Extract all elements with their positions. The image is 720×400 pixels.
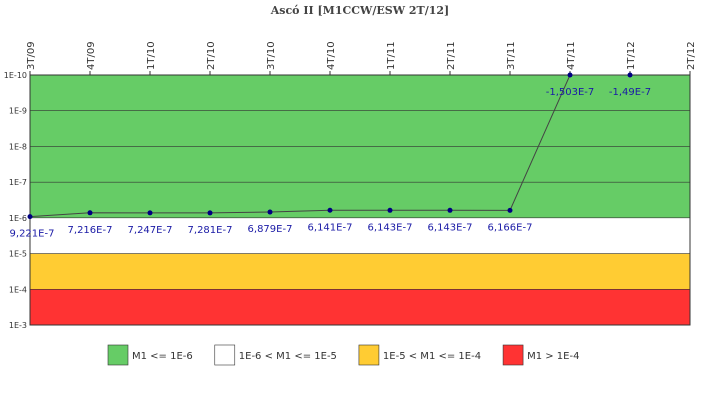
legend-label: 1E-6 < M1 <= 1E-5 [239, 351, 337, 362]
data-label: 7,216E-7 [68, 225, 113, 236]
x-tick-label: 4T/10 [326, 41, 337, 70]
chart-title: Ascó II [M1CCW/ESW 2T/12] [270, 4, 450, 17]
x-tick-label: 2T/10 [206, 41, 217, 70]
y-tick-label: 1E-9 [9, 107, 27, 116]
data-label: 6,879E-7 [248, 224, 293, 235]
data-point [627, 72, 633, 78]
data-label: 9,221E-7 [10, 229, 55, 240]
data-label: 6,141E-7 [308, 222, 353, 233]
x-tick-label: 2T/11 [446, 41, 457, 70]
data-label: 6,143E-7 [368, 222, 413, 233]
x-tick-label: 1T/10 [146, 41, 157, 70]
data-label: -1,49E-7 [609, 87, 651, 98]
data-point [327, 207, 333, 213]
data-point [567, 72, 573, 78]
y-tick-label: 1E-4 [9, 285, 27, 294]
y-tick-label: 1E-7 [9, 178, 27, 187]
legend-swatch [502, 344, 524, 366]
data-label: -1,503E-7 [546, 87, 595, 98]
data-label: 7,281E-7 [188, 225, 233, 236]
legend-label: M1 <= 1E-6 [132, 351, 193, 362]
x-tick-label: 1T/11 [386, 41, 397, 70]
data-label: 6,143E-7 [428, 222, 473, 233]
threshold-band [30, 289, 690, 325]
x-tick-label: 3T/11 [506, 41, 517, 70]
legend-swatch [358, 344, 380, 366]
legend-swatch [107, 344, 129, 366]
x-tick-label: 4T/11 [566, 41, 577, 70]
data-point [507, 207, 513, 213]
x-tick-label: 2T/12 [686, 41, 697, 70]
data-point [207, 210, 213, 216]
x-tick-label: 4T/09 [86, 41, 97, 70]
y-tick-label: 1E-3 [9, 321, 27, 330]
plot-frame [29, 74, 691, 326]
legend-label: M1 > 1E-4 [527, 351, 579, 362]
data-point [267, 209, 273, 215]
data-point [387, 207, 393, 213]
threshold-band [30, 217, 690, 254]
data-label: 6,166E-7 [488, 222, 533, 233]
x-tick-label: 3T/10 [266, 41, 277, 70]
y-tick-label: 1E-6 [9, 214, 27, 223]
y-tick-label: 1E-5 [9, 250, 27, 259]
data-point [27, 214, 33, 220]
y-tick-label: 1E-8 [9, 142, 27, 151]
legend-swatch [214, 344, 236, 366]
data-point [87, 210, 93, 216]
y-tick-label: 1E-10 [4, 71, 27, 80]
threshold-band [30, 253, 690, 290]
data-point [447, 207, 453, 213]
data-label: 7,247E-7 [128, 225, 173, 236]
legend-label: 1E-5 < M1 <= 1E-4 [383, 351, 481, 362]
x-tick-label: 1T/12 [626, 41, 637, 70]
data-point [147, 210, 153, 216]
x-tick-label: 3T/09 [26, 41, 37, 70]
